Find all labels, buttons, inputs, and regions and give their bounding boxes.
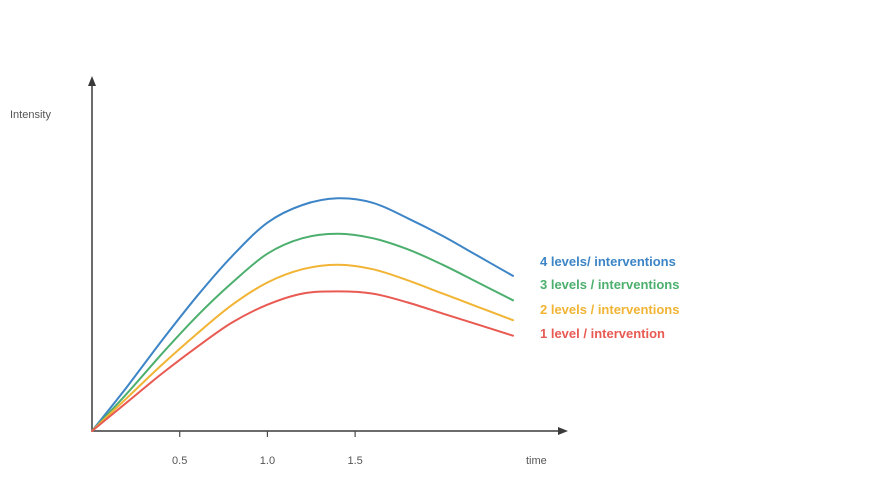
chart-axes: Intensity time [10,76,568,467]
series-label: 1 level / intervention [540,326,665,341]
series-line [91,197,514,432]
series-lines [91,197,514,432]
x-tick-label: 1.5 [347,455,362,467]
series-line [91,290,514,432]
series-label: 2 levels / interventions [540,302,679,317]
series-line [91,232,514,432]
x-axis-arrowhead [558,427,568,435]
x-tick-label: 0.5 [172,455,187,467]
y-axis-title: Intensity [10,109,51,121]
series-line [91,263,514,432]
series-labels: 4 levels/ interventions 3 levels / interv… [540,254,679,341]
y-axis-arrowhead [88,76,96,86]
series-label: 3 levels / interventions [540,277,679,292]
series-label: 4 levels/ interventions [540,254,676,269]
x-ticks: 0.5 1.0 1.5 [172,431,363,467]
x-axis-title: time [526,455,547,467]
x-tick-label: 1.0 [260,455,275,467]
